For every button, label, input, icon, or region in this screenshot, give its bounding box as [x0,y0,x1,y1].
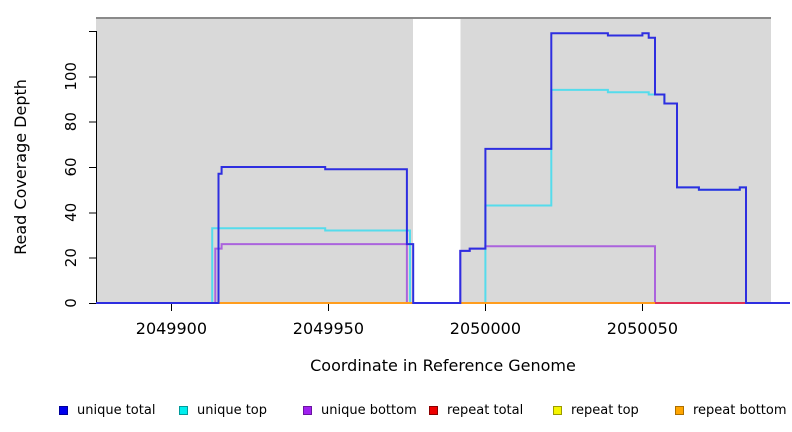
y-tick-label: 80 [62,112,80,131]
legend-swatch-repeat-total [429,405,438,415]
y-tick-label: 0 [62,298,80,308]
legend-item-repeat-total: repeat total [429,402,523,418]
x-tick-label: 2050000 [450,319,521,338]
legend-item-unique-top: unique top [179,402,267,418]
plot-background [96,17,772,303]
covered-region-1 [460,17,772,303]
legend-label-unique-total: unique total [77,402,156,418]
legend-item-unique-bottom: unique bottom [303,402,417,418]
legend-swatch-unique-total [59,405,68,415]
legend-swatch-unique-top [179,405,188,415]
y-tick-label: 20 [62,248,80,267]
axes: 0 20 40 60 80 100 2049900 2049950 2050000 2050050 [62,31,678,338]
legend-label-unique-bottom: unique bottom [321,402,417,418]
legend-label-unique-top: unique top [197,402,268,418]
legend-label-repeat-total: repeat total [447,402,524,418]
x-tick-label: 2049950 [293,319,364,338]
x-tick-label: 2050050 [607,319,678,338]
y-tick-label: 40 [62,203,80,222]
legend-label-repeat-bottom: repeat bottom [693,402,787,418]
legend-swatch-unique-bottom [303,405,312,415]
y-axis-title: Read Coverage Depth [11,79,30,255]
y-tick-label: 100 [62,62,80,91]
y-tick-label: 60 [62,157,80,176]
legend-item-repeat-bottom: repeat bottom [675,402,787,418]
legend-item-repeat-top: repeat top [553,402,639,418]
legend-label-repeat-top: repeat top [571,402,639,418]
x-tick-label: 2049900 [136,319,207,338]
legend-swatch-repeat-top [553,405,562,415]
covered-region-0 [96,17,414,303]
chart-legend: unique total unique top unique bottom repea… [0,400,792,422]
coverage-series-lines [96,32,790,304]
coverage-chart-canvas: 0 20 40 60 80 100 2049900 2049950 2050000 2050050… [11,17,790,375]
unique-total-line [96,32,790,304]
legend-item-unique-total: unique total [59,402,155,418]
x-axis-title: Coordinate in Reference Genome [310,356,576,375]
legend-swatch-repeat-bottom [675,405,684,415]
